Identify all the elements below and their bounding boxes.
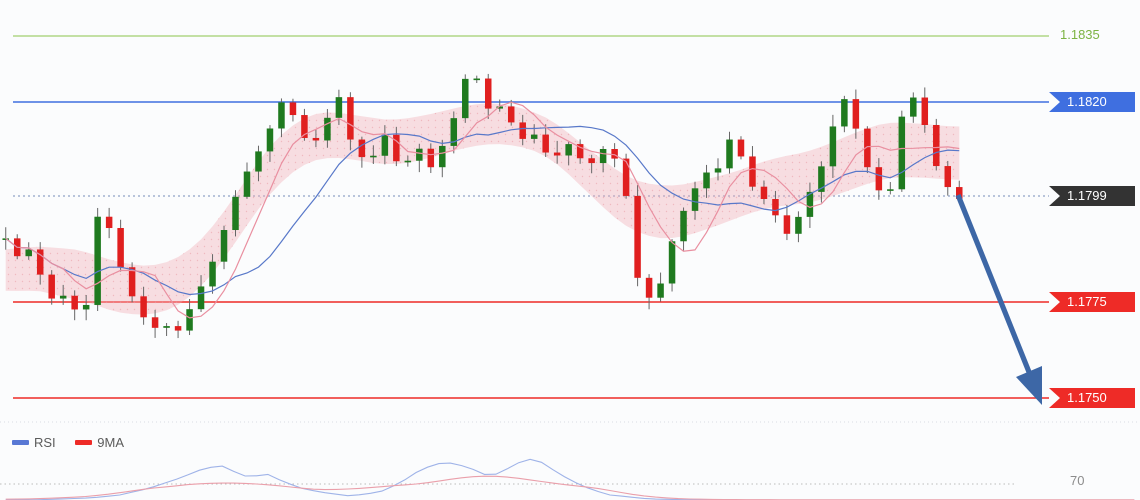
svg-text:1.1820: 1.1820 (1067, 94, 1107, 109)
svg-text:1.1750: 1.1750 (1067, 390, 1107, 405)
svg-text:1.1775: 1.1775 (1067, 294, 1107, 309)
svg-text:1.1799: 1.1799 (1067, 188, 1107, 203)
